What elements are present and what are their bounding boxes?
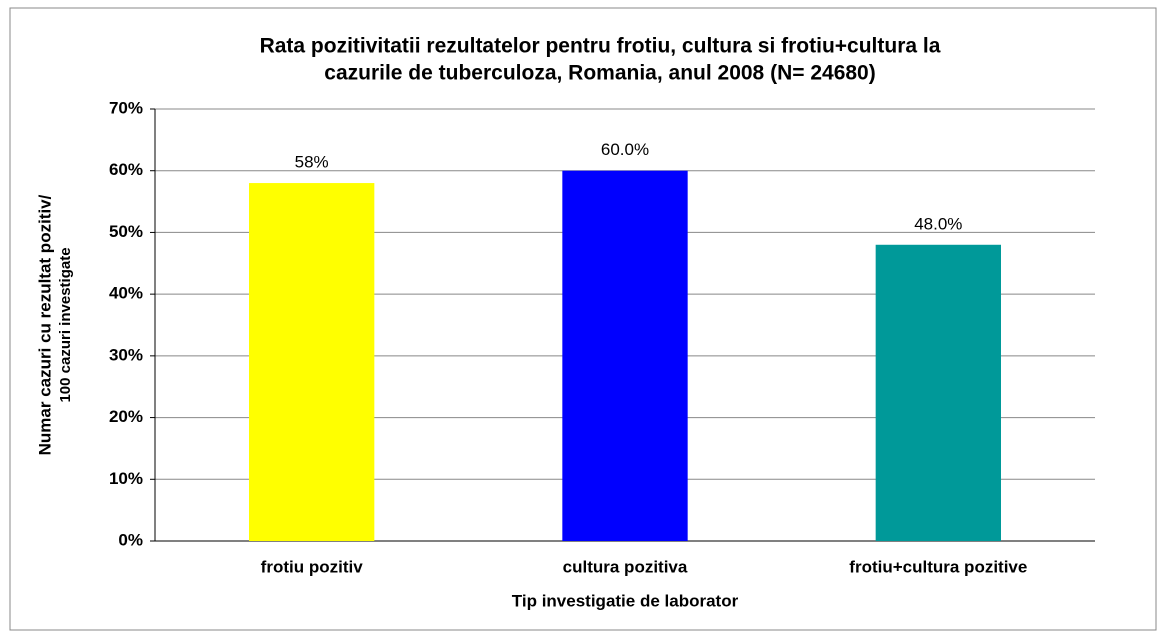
y-tick-label: 0%: [118, 530, 143, 549]
bar: [875, 244, 1001, 541]
y-tick-label: 60%: [109, 160, 143, 179]
bar: [249, 183, 375, 542]
data-label: 60.0%: [601, 140, 649, 159]
y-tick-label: 70%: [109, 98, 143, 117]
y-tick-label: 50%: [109, 222, 143, 241]
x-tick-label: frotiu+cultura pozitive: [849, 557, 1027, 576]
y-tick-label: 30%: [109, 345, 143, 364]
data-label: 58%: [295, 153, 329, 172]
chart-title: cazurile de tuberculoza, Romania, anul 2…: [324, 62, 875, 85]
y-tick-label: 40%: [109, 284, 143, 303]
x-tick-label: cultura pozitiva: [563, 557, 688, 576]
data-label: 48.0%: [914, 214, 962, 233]
y-axis-label-line: 100 cazuri investigate: [57, 247, 74, 402]
y-tick-label: 10%: [109, 469, 143, 488]
y-axis-label: Numar cazuri cu rezultat pozitiv/ 100 ca…: [35, 194, 73, 455]
y-axis-label-line: Numar cazuri cu rezultat pozitiv/: [35, 194, 54, 455]
bar: [562, 170, 688, 541]
x-tick-label: frotiu pozitiv: [261, 557, 364, 576]
x-axis-label: Tip investigatie de laborator: [512, 591, 739, 610]
y-tick-label: 20%: [109, 407, 143, 426]
chart-title: Rata pozitivitatii rezultatelor pentru f…: [260, 35, 941, 58]
